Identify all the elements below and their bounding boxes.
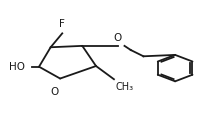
Text: O: O <box>113 33 121 43</box>
Text: HO: HO <box>9 62 26 72</box>
Text: F: F <box>59 19 65 29</box>
Text: O: O <box>50 87 59 97</box>
Text: CH₃: CH₃ <box>116 82 134 92</box>
